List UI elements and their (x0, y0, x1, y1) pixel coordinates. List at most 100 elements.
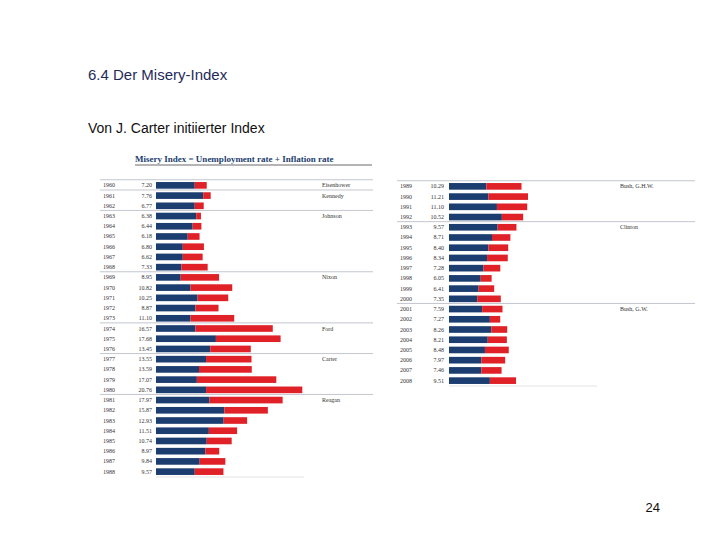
bar-segment (491, 326, 507, 333)
total-label: 11.10 (139, 315, 152, 321)
total-label: 8.95 (142, 274, 153, 280)
president-label: Reagan (322, 397, 340, 403)
bar-segment (195, 202, 204, 209)
bar-segment (485, 347, 509, 354)
total-label: 7.33 (142, 264, 153, 270)
series (477, 183, 528, 384)
bar-segment (224, 407, 267, 414)
total-label: 17.07 (139, 377, 153, 383)
bar-segment (449, 347, 485, 354)
term-separator (100, 189, 373, 190)
year-label: 1969 (103, 274, 115, 280)
year-label: 1966 (103, 244, 115, 250)
total-label: 7.20 (142, 182, 153, 188)
slide-subtitle: Von J. Carter initiierter Index (88, 120, 265, 136)
year-label: 1973 (103, 315, 115, 321)
total-label: 9.51 (434, 378, 445, 384)
bar-segment (449, 306, 482, 313)
year-label: 2000 (400, 296, 412, 302)
year-label: 1993 (400, 224, 412, 230)
bar-segment (156, 182, 195, 189)
slide: 6.4 Der Misery-IndexVon J. Carter initii… (0, 0, 720, 540)
bar-segment (156, 468, 195, 475)
bar-segment (197, 376, 276, 383)
page-number: 24 (646, 500, 660, 515)
president-label: Kennedy (322, 193, 344, 199)
president-label: Eisenhower (322, 182, 350, 188)
series (181, 182, 303, 475)
bar-segment (488, 193, 528, 200)
total-label: 9.57 (142, 469, 153, 475)
total-label: 6.05 (434, 275, 445, 281)
bar-segment (502, 214, 523, 221)
year-label: 1967 (103, 254, 115, 260)
bar-segment (481, 367, 501, 374)
bar-segment (492, 234, 510, 241)
total-label: 7.27 (434, 316, 445, 322)
total-label: 6.41 (434, 286, 445, 292)
total-label: 10.25 (139, 295, 153, 301)
total-label: 8.21 (434, 337, 445, 343)
year-label: 1992 (400, 214, 412, 220)
total-label: 6.77 (142, 203, 153, 209)
year-label: 1995 (400, 245, 412, 251)
bar-segment (156, 438, 207, 445)
bar-segment (207, 438, 232, 445)
year-label: 1991 (400, 204, 412, 210)
bar-segment (156, 376, 197, 383)
chart-panel: Misery Index = Unemployment rate + Infla… (100, 154, 373, 477)
bar-segment (156, 335, 216, 342)
total-label: 7.28 (434, 265, 445, 271)
bar-segment (156, 458, 200, 465)
term-separator (100, 394, 373, 395)
bar-segment (156, 243, 183, 250)
year-label: 1961 (103, 193, 115, 199)
year-label: 1978 (103, 366, 115, 372)
year-label: 1989 (400, 183, 412, 189)
year-label: 2005 (400, 347, 412, 353)
year-label: 1976 (103, 346, 115, 352)
total-label: 13.59 (139, 366, 153, 372)
total-label: 6.38 (142, 213, 153, 219)
bar-segment (479, 285, 495, 292)
year-label: 1987 (103, 458, 115, 464)
bar-segment (482, 306, 502, 313)
year-label: 1982 (103, 407, 115, 413)
total-label: 6.18 (142, 233, 153, 239)
year-label: 2008 (400, 378, 412, 384)
total-label: 8.97 (142, 448, 153, 454)
year-label: 1985 (103, 438, 115, 444)
bar-segment (449, 224, 498, 231)
term-separator (100, 322, 373, 323)
year-label: 1980 (103, 387, 115, 393)
bar-segment (490, 316, 500, 323)
bar-segment (449, 336, 488, 343)
year-label: 2006 (400, 357, 412, 363)
bar-segment (203, 192, 210, 199)
chart-title: Misery Index = Unemployment rate + Infla… (135, 154, 333, 164)
year-label: 1971 (103, 295, 115, 301)
bar-segment (156, 305, 195, 312)
bar-segment (488, 336, 507, 343)
year-label: 1998 (400, 275, 412, 281)
bar-segment (156, 202, 195, 209)
total-label: 10.52 (431, 214, 445, 220)
total-label: 16.57 (139, 326, 153, 332)
total-label: 8.48 (434, 347, 445, 353)
term-separator (397, 303, 695, 304)
title-rule (135, 165, 372, 166)
president-label: Nixon (322, 274, 337, 280)
bar-segment (156, 254, 183, 261)
term-separator (100, 271, 373, 272)
term-separator (100, 179, 373, 180)
bar-segment (181, 264, 207, 271)
total-label: 20.76 (139, 387, 153, 393)
bar-segment (477, 296, 501, 303)
year-label: 1960 (103, 182, 115, 188)
bar-segment (209, 427, 237, 434)
year-label: 1983 (103, 418, 115, 424)
bar-segment (156, 284, 191, 291)
bar-segment (156, 274, 181, 281)
bar-segment (156, 325, 195, 332)
bar-segment (156, 192, 203, 199)
